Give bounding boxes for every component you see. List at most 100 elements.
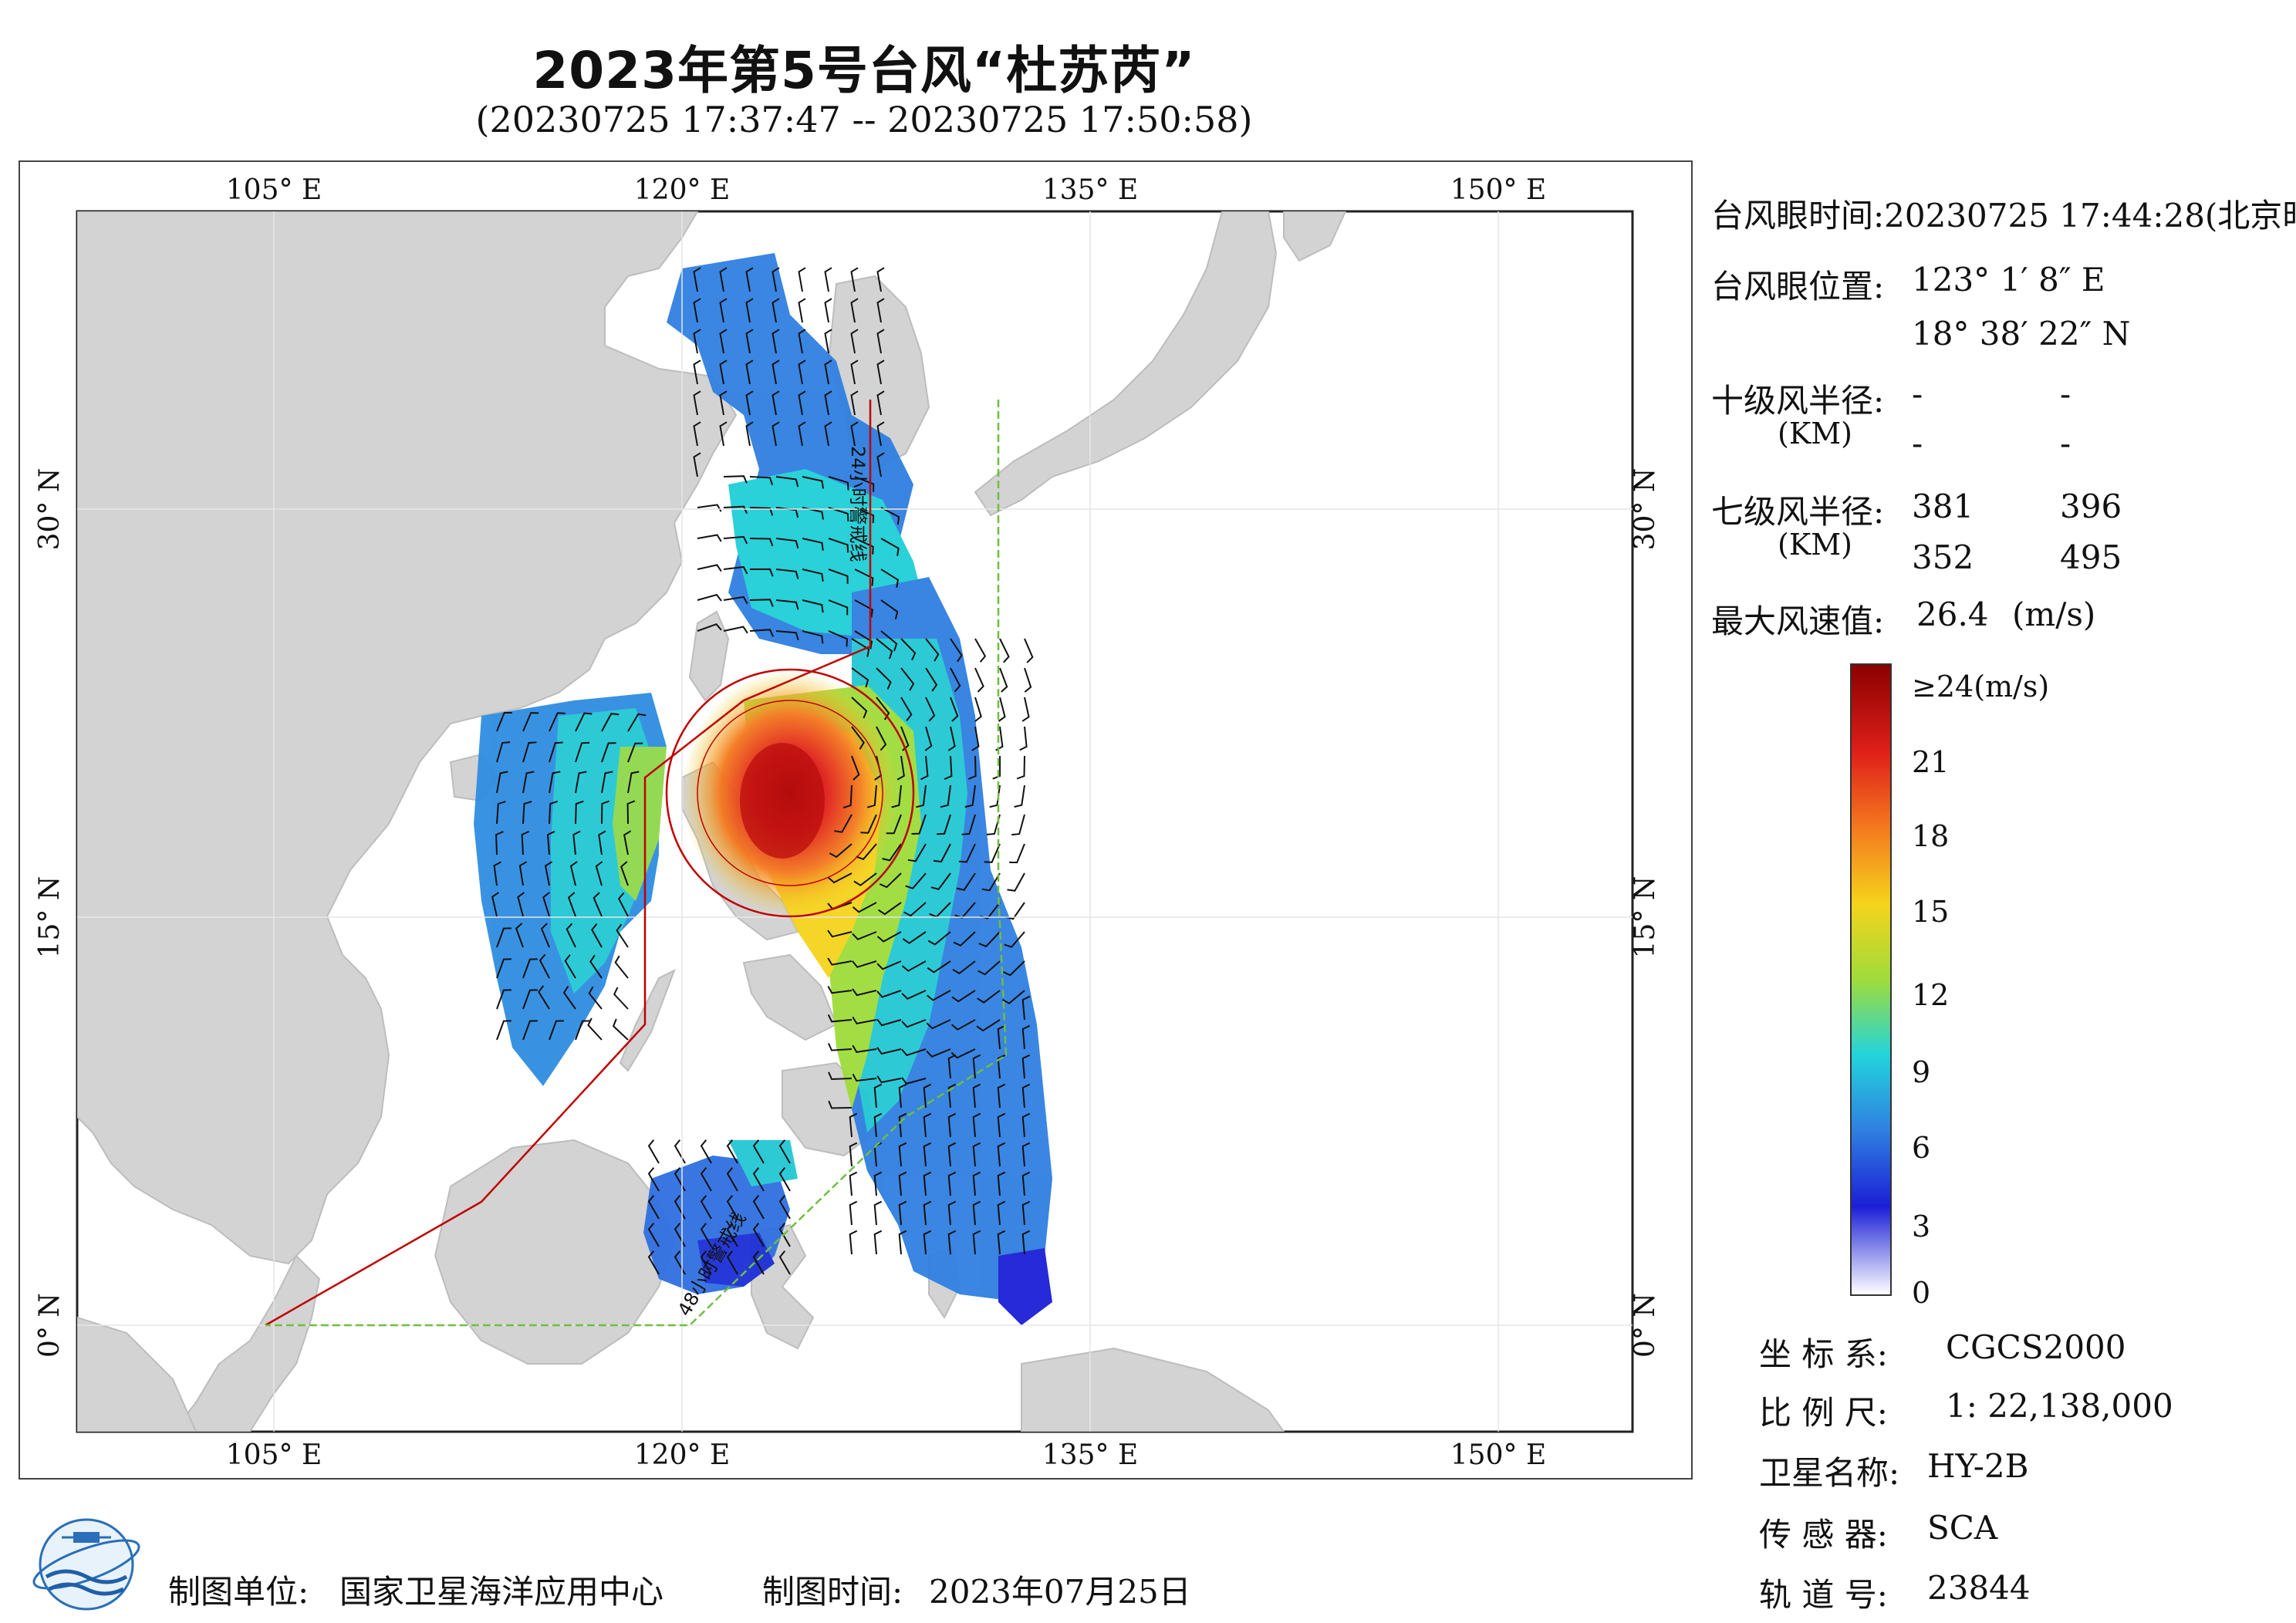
wind-barb bbox=[877, 902, 902, 916]
wind-barb bbox=[924, 726, 933, 751]
wind-barb bbox=[575, 712, 593, 732]
wind-barb bbox=[876, 697, 890, 720]
wind-barb bbox=[1021, 1230, 1031, 1255]
wind-barb bbox=[852, 988, 877, 997]
wind-barb bbox=[933, 843, 951, 863]
wind-barb bbox=[772, 390, 780, 416]
wind-barb bbox=[772, 421, 780, 447]
wind-barb bbox=[693, 452, 701, 477]
wind-barb bbox=[772, 298, 780, 323]
wind-barb bbox=[997, 1200, 1006, 1226]
wind-barb bbox=[613, 987, 629, 1010]
wind-barb bbox=[693, 329, 701, 354]
wind-barb bbox=[901, 960, 927, 972]
wind-barb bbox=[827, 957, 853, 966]
wind-barb bbox=[876, 1018, 902, 1027]
wind-barb bbox=[1004, 931, 1025, 948]
max-wind-unit: (m/s) bbox=[2012, 596, 2096, 633]
wind-barb bbox=[947, 1142, 957, 1167]
lon-label-bottom: 135° E bbox=[1042, 1439, 1138, 1471]
wind-barb bbox=[775, 476, 799, 488]
wind-barb bbox=[923, 1083, 932, 1108]
wind-barb bbox=[749, 568, 774, 577]
wind-barb bbox=[521, 830, 530, 855]
wind-barb bbox=[569, 861, 578, 886]
wind-barb bbox=[827, 1043, 853, 1051]
r10-value: - bbox=[1912, 424, 1923, 462]
coord-system-label: 坐 标 系: bbox=[1759, 1335, 1888, 1373]
colorbar-label: 18 bbox=[1912, 819, 1950, 853]
wind-barb bbox=[896, 755, 905, 781]
wind-barb bbox=[726, 1167, 738, 1192]
wind-barb bbox=[876, 667, 892, 690]
wind-barb bbox=[700, 1250, 712, 1275]
wind-barb bbox=[923, 1171, 932, 1196]
wind-barb bbox=[849, 1200, 858, 1226]
lat-label-right: 15° N bbox=[1629, 876, 1661, 959]
orbit-label: 轨 道 号: bbox=[1759, 1576, 1888, 1614]
wind-barb bbox=[873, 1171, 883, 1196]
lat-label-right: 30° N bbox=[1629, 468, 1661, 551]
wind-speed-colorbar bbox=[1850, 663, 1892, 1296]
wind-barb bbox=[950, 638, 963, 663]
wind-barb bbox=[775, 599, 799, 610]
wind-barb bbox=[1011, 814, 1025, 836]
satellite-value: HY-2B bbox=[1927, 1447, 2029, 1485]
map-producer-value: 国家卫星海洋应用中心 bbox=[339, 1573, 664, 1611]
wind-barb bbox=[873, 1200, 883, 1226]
wind-barb bbox=[998, 697, 1006, 722]
wind-barb bbox=[880, 507, 900, 525]
r7-unit: (KM) bbox=[1778, 528, 1852, 562]
eye-time-row: 台风眼时间:20230725 17:44:28(北京时) bbox=[1711, 190, 2296, 237]
wind-barb bbox=[992, 756, 1001, 780]
wind-barb bbox=[901, 1019, 927, 1028]
wind-barb bbox=[595, 861, 603, 886]
wind-barb bbox=[620, 861, 629, 886]
wind-barb bbox=[726, 1250, 738, 1275]
coord-system-value: CGCS2000 bbox=[1946, 1328, 2126, 1366]
wind-barb bbox=[925, 667, 938, 692]
wind-barb bbox=[997, 1024, 1006, 1050]
map-date-value: 2023年07月25日 bbox=[929, 1573, 1191, 1611]
wind-barb bbox=[697, 564, 722, 572]
wind-barb bbox=[876, 390, 885, 416]
wind-barb bbox=[974, 638, 987, 663]
wind-barb bbox=[593, 892, 603, 917]
wind-barb bbox=[834, 814, 853, 833]
wind-barb bbox=[549, 741, 563, 763]
wind-barb bbox=[802, 538, 824, 551]
wind-barb bbox=[1009, 843, 1025, 864]
wind-barb bbox=[723, 596, 748, 605]
land-japan bbox=[974, 211, 1278, 517]
wind-barb bbox=[522, 741, 537, 763]
wind-barb bbox=[876, 359, 885, 385]
wind-barb bbox=[989, 785, 1001, 808]
wind-barb bbox=[601, 771, 613, 794]
wind-barb bbox=[723, 626, 748, 634]
wind-barb bbox=[522, 771, 535, 794]
wind-barb bbox=[902, 931, 927, 944]
wind-barb bbox=[952, 960, 976, 975]
wind-barb bbox=[824, 298, 832, 323]
wind-barb bbox=[851, 667, 869, 688]
wind-barb bbox=[950, 697, 959, 722]
wind-barb bbox=[778, 1167, 791, 1192]
eye-latitude: 18° 38′ 22″ N bbox=[1912, 315, 2131, 353]
lat-label-left: 30° N bbox=[34, 468, 66, 551]
wind-barb bbox=[920, 755, 929, 781]
wind-barb bbox=[540, 923, 550, 948]
wind-barb bbox=[850, 359, 859, 385]
wind-barb bbox=[898, 1200, 907, 1226]
wind-barb bbox=[828, 630, 848, 647]
wind-barb bbox=[923, 1112, 932, 1138]
wind-barb bbox=[723, 505, 748, 515]
land-palawan bbox=[619, 968, 676, 1072]
wind-barb bbox=[853, 872, 877, 886]
scale-label: 比 例 尺: bbox=[1759, 1394, 1888, 1432]
wind-barb bbox=[898, 1142, 907, 1167]
wind-barb bbox=[916, 785, 927, 808]
wind-barb bbox=[926, 990, 951, 1001]
lat-labels-left: 30° N 15° N 0° N bbox=[34, 468, 66, 1358]
wind-barb bbox=[944, 755, 953, 781]
wind-barb bbox=[745, 298, 754, 323]
